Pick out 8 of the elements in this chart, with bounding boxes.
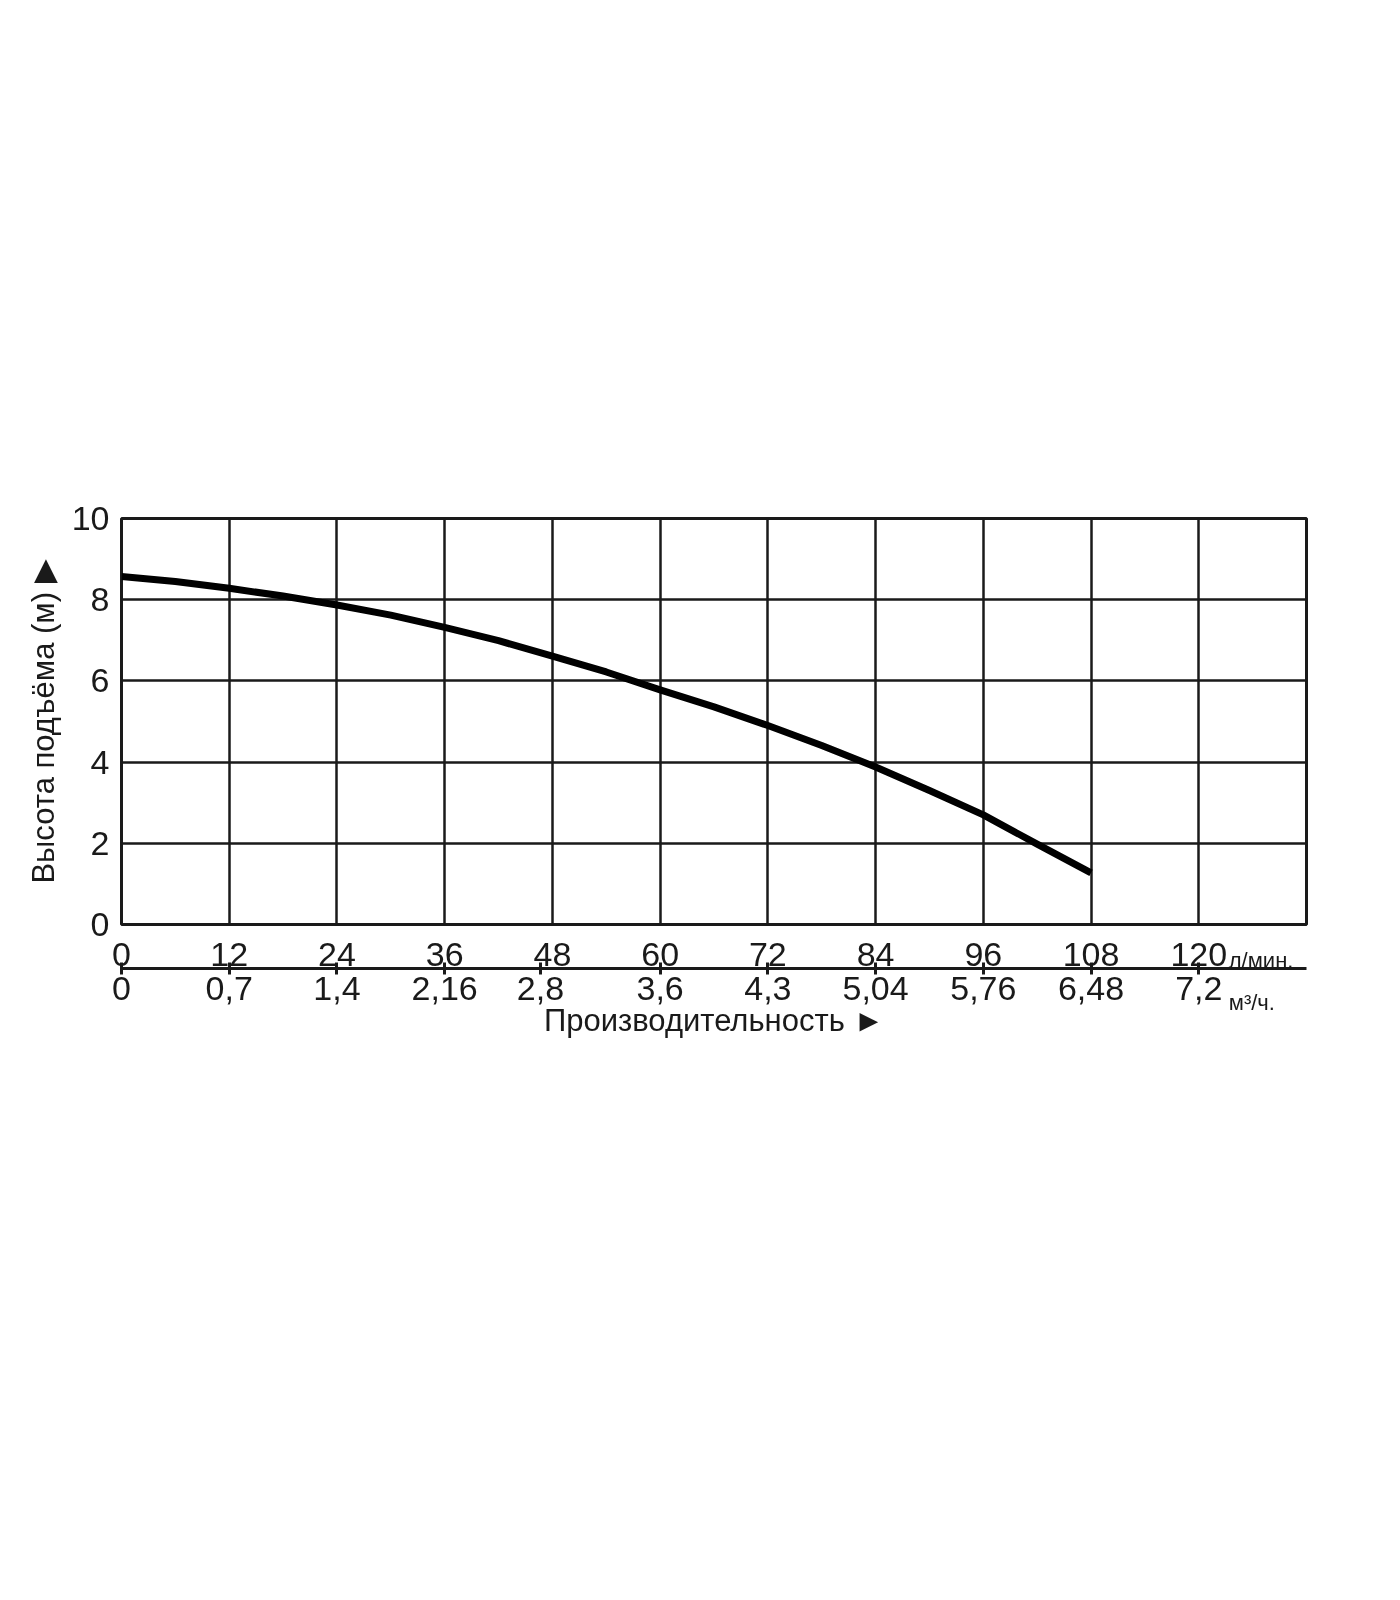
y-tick-label: 10 (71, 499, 110, 537)
y-tick-label: 0 (90, 905, 110, 943)
y-axis-title: Высота подъёма (м) ▶ (25, 559, 61, 884)
y-tick-label: 8 (90, 580, 110, 619)
text: м³/ч. (1228, 989, 1275, 1015)
y-tick-label: 6 (90, 661, 110, 700)
y-tick-label: 2 (90, 823, 110, 862)
y-tick-label: 4 (90, 742, 110, 781)
